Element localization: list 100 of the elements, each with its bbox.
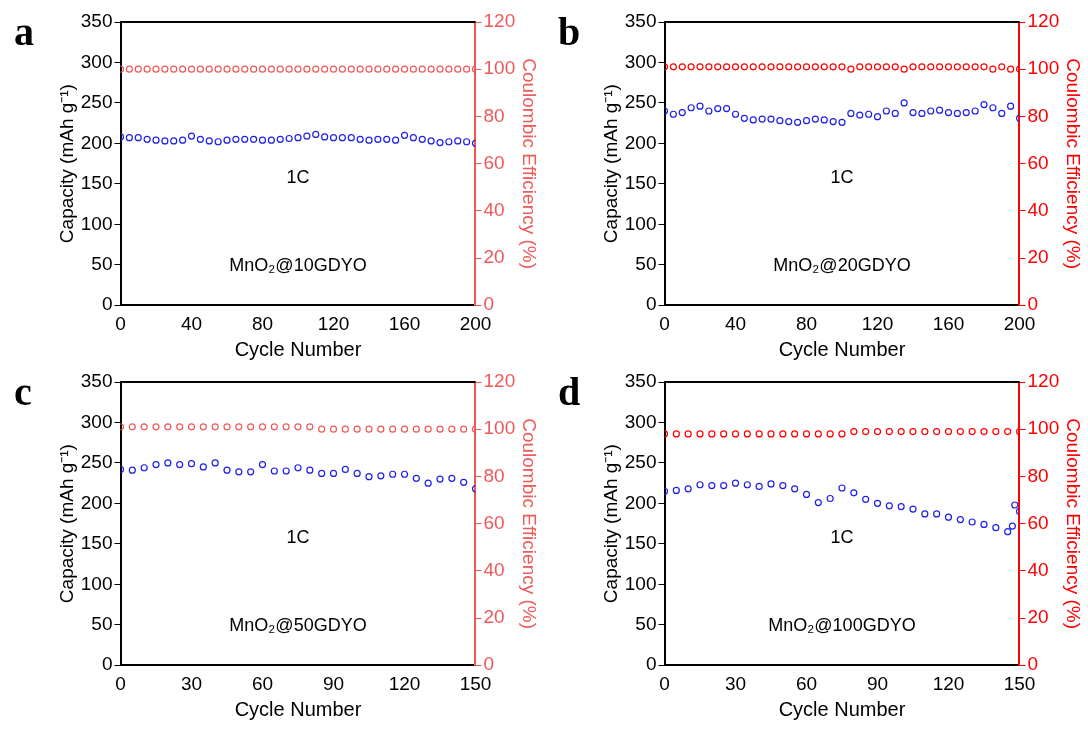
y-tick-label: 50 [635,252,657,274]
point [936,106,944,114]
y-tick-label: 150 [80,172,113,194]
y2-tick-label: 80 [1027,464,1049,486]
point [412,474,420,482]
y2-tick-label: 60 [1027,151,1049,173]
point [992,524,1000,532]
point [241,135,249,143]
y2-axis-title: Coulombic Efficiency (%) [519,58,541,270]
y-axis-title: Capacity (mAh g⁻¹) [599,84,621,244]
annotation: MnO₂@10GDYO [229,254,367,275]
point [971,107,979,115]
point [258,136,267,144]
y2-axis-title: Coulombic Efficiency (%) [1063,58,1085,270]
point [921,510,929,518]
point [1004,528,1012,536]
x-tick-label: 120 [317,312,350,334]
x-tick-label: 60 [251,672,274,694]
point [400,470,409,478]
point [720,481,728,490]
point [829,117,837,126]
x-axis-title: Cycle Number [234,337,362,360]
y-tick-label: 250 [624,451,657,473]
point [696,102,704,110]
point [312,130,320,139]
x-tick-label: 60 [795,672,818,694]
point [933,510,941,518]
point [205,137,213,145]
chart-title: b [558,9,581,54]
point [436,475,444,483]
point [214,138,222,146]
annotation: MnO₂@20GDYO [773,254,911,275]
point [980,100,988,109]
y-tick-label: 150 [624,532,657,554]
point [776,117,784,125]
point [838,484,846,492]
y-tick-label: 200 [624,131,657,153]
point [211,459,219,467]
y2-tick-label: 40 [1027,559,1049,581]
y-axis-title: Capacity (mAh g⁻¹) [55,84,77,244]
point [294,464,302,472]
point [389,470,397,478]
y-tick-label: 150 [80,532,113,554]
y2-tick-label: 100 [483,417,516,439]
point [678,109,686,117]
y2-tick-label: 20 [1027,246,1049,268]
x-tick-label: 40 [724,312,747,334]
point [1011,501,1019,509]
point [377,472,385,480]
point [365,136,373,144]
point [1008,522,1016,530]
point [891,109,899,118]
point [318,469,326,478]
y2-axis-title: Coulombic Efficiency (%) [519,418,541,630]
x-tick-label: 150 [459,672,492,694]
point [927,107,935,115]
point [170,137,178,145]
y-tick-label: 350 [80,370,113,392]
point [900,99,908,107]
point [909,505,917,513]
y-tick-label: 250 [80,91,113,113]
point [247,468,255,476]
y2-axis-title: Coulombic Efficiency (%) [1063,418,1085,630]
point [436,138,444,147]
x-tick-label: 160 [388,312,421,334]
annotation: 1C [830,166,854,187]
point [962,109,970,117]
point [187,460,196,468]
y2-tick-label: 100 [483,57,516,79]
y2-tick-label: 40 [1027,199,1049,221]
y-tick-label: 350 [624,370,657,392]
y-tick-label: 350 [80,10,113,32]
point [374,135,382,143]
chart-title: c [14,369,32,414]
point [187,132,196,140]
point [956,515,964,524]
y-axis-title: Capacity (mAh g⁻¹) [55,444,77,604]
point [794,118,802,126]
point [767,115,775,123]
point [285,134,293,143]
point [161,137,169,145]
y2-tick-label: 40 [483,559,505,581]
annotation: 1C [830,526,854,547]
y-tick-label: 300 [624,410,657,432]
annotation: 1C [286,526,310,547]
x-tick-label: 200 [1003,312,1036,334]
point [897,503,905,511]
point [850,489,858,497]
x-tick-label: 200 [459,312,492,334]
point [424,479,432,487]
point [814,498,822,507]
point [944,109,953,117]
y2-tick-label: 120 [483,10,516,32]
y2-tick-label: 60 [483,511,505,533]
y2-tick-label: 120 [1027,370,1060,392]
y-tick-label: 50 [91,612,113,634]
y-tick-label: 0 [101,293,113,315]
point [779,481,787,490]
x-tick-label: 150 [1003,672,1036,694]
y2-tick-label: 0 [483,653,495,675]
